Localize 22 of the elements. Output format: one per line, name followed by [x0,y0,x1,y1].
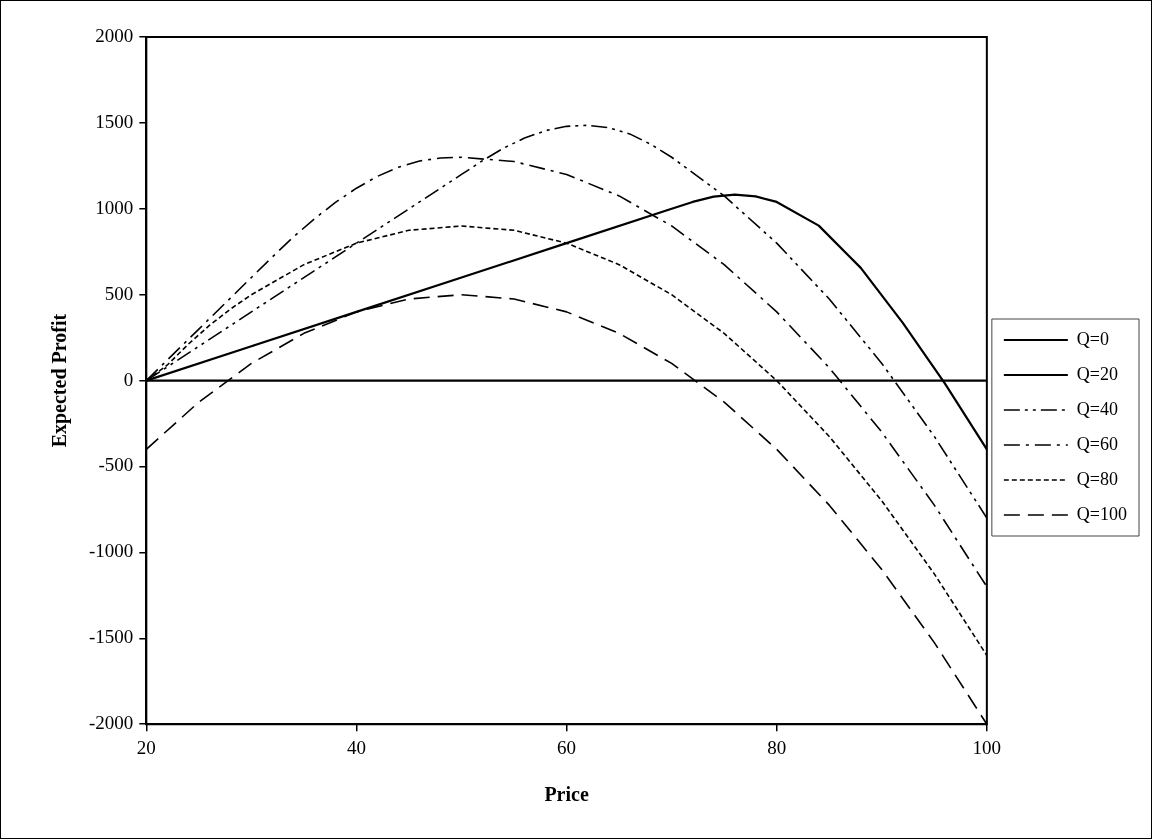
legend-label: Q=0 [1076,328,1110,349]
y-tick-label: -2000 [89,712,134,734]
x-tick-label: 100 [972,736,1002,758]
x-tick-label: 80 [767,736,787,758]
legend-label: Q=80 [1076,468,1119,489]
legend-label: Q=100 [1076,503,1128,524]
y-tick-label: -1500 [89,626,134,648]
y-axis-title: Expected Profit [48,313,72,448]
x-axis-title: Price [544,783,589,806]
y-tick-label: 0 [123,368,134,390]
y-tick-label: 1000 [95,196,134,218]
y-tick-label: -1000 [89,540,134,562]
y-tick-label: 500 [104,282,134,304]
legend-label: Q=60 [1076,433,1119,454]
y-tick-label: 2000 [95,24,134,46]
x-tick-label: 60 [557,736,577,758]
legend-label: Q=20 [1076,363,1119,384]
legend-label: Q=40 [1076,398,1119,419]
y-tick-label: -500 [98,454,134,476]
x-tick-label: 20 [136,736,156,758]
x-tick-label: 40 [346,736,366,758]
y-tick-label: 1500 [95,110,134,132]
